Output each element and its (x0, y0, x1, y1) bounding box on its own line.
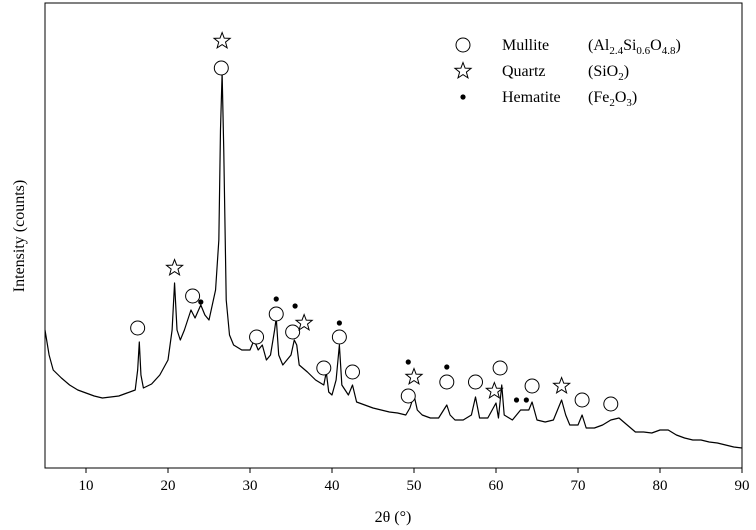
mullite-marker (492, 360, 508, 376)
mullite-marker (400, 388, 416, 404)
x-tick-label: 60 (489, 478, 504, 494)
x-axis-label: 2θ (°) (375, 509, 412, 526)
quartz-marker (165, 258, 184, 277)
formula-part: ) (632, 89, 637, 106)
hematite-marker (336, 320, 342, 326)
legend-label: Quartz (502, 63, 546, 80)
hematite-marker (198, 299, 204, 305)
x-tick-label: 10 (79, 478, 94, 494)
formula-part: ) (675, 37, 680, 54)
quartz-marker (484, 381, 504, 400)
quartz-marker (404, 367, 424, 386)
formula-part: O (650, 37, 662, 54)
quartz-marker (294, 313, 314, 332)
formula-subscript: 2 (618, 71, 624, 83)
hematite-marker (273, 296, 279, 302)
legend-label: Mullite (502, 37, 549, 54)
legend-formula: (SiO2) (588, 63, 629, 83)
mullite-marker (249, 329, 265, 345)
mullite-marker (345, 364, 360, 380)
formula-part: (Fe (588, 89, 609, 106)
x-tick-label: 90 (735, 478, 750, 494)
hematite-marker (460, 94, 466, 100)
plot-frame (44, 2, 743, 469)
formula-subscript: 4.8 (662, 45, 676, 57)
quartz-marker (212, 31, 232, 50)
x-tick-label: 30 (243, 478, 258, 494)
mullite-marker (468, 374, 483, 390)
mullite-marker (574, 392, 590, 408)
hematite-marker (513, 397, 520, 403)
formula-subscript: 2 (609, 97, 615, 109)
mullite-marker (455, 37, 471, 53)
mullite-marker (316, 360, 332, 376)
x-tick-label: 70 (571, 478, 586, 494)
legend-formula: (Al2.4Si0.6O4.8) (588, 37, 681, 57)
formula-subscript: 0.6 (636, 45, 650, 57)
mullite-marker (524, 378, 540, 394)
mullite-marker (130, 320, 146, 336)
mullite-marker (285, 324, 301, 340)
mullite-marker (603, 396, 619, 412)
hematite-marker (405, 359, 411, 365)
mullite-marker (185, 288, 201, 304)
x-tick-label: 20 (161, 478, 176, 494)
formula-subscript: 3 (626, 97, 632, 109)
x-tick-label: 50 (407, 478, 422, 494)
x-tick-label: 80 (653, 478, 668, 494)
mullite-marker (439, 374, 455, 390)
mullite-marker (331, 329, 347, 345)
quartz-marker (552, 376, 572, 395)
mullite-marker (213, 60, 229, 76)
mullite-marker (268, 306, 284, 322)
y-axis-label: Intensity (counts) (11, 180, 28, 292)
hematite-marker (292, 303, 298, 309)
x-tick-label: 40 (325, 478, 340, 494)
hematite-marker (523, 397, 529, 403)
legend-formula: (Fe2O3) (588, 89, 637, 109)
formula-part: (SiO (588, 63, 618, 80)
legend-label: Hematite (502, 89, 561, 106)
formula-part: ) (624, 63, 629, 80)
formula-part: (Al (588, 37, 610, 54)
xrd-trace (44, 72, 743, 449)
formula-subscript: 2.4 (609, 45, 623, 57)
formula-part: O (615, 89, 627, 106)
hematite-marker (444, 364, 450, 370)
quartz-marker (453, 61, 473, 80)
formula-part: Si (623, 37, 637, 54)
